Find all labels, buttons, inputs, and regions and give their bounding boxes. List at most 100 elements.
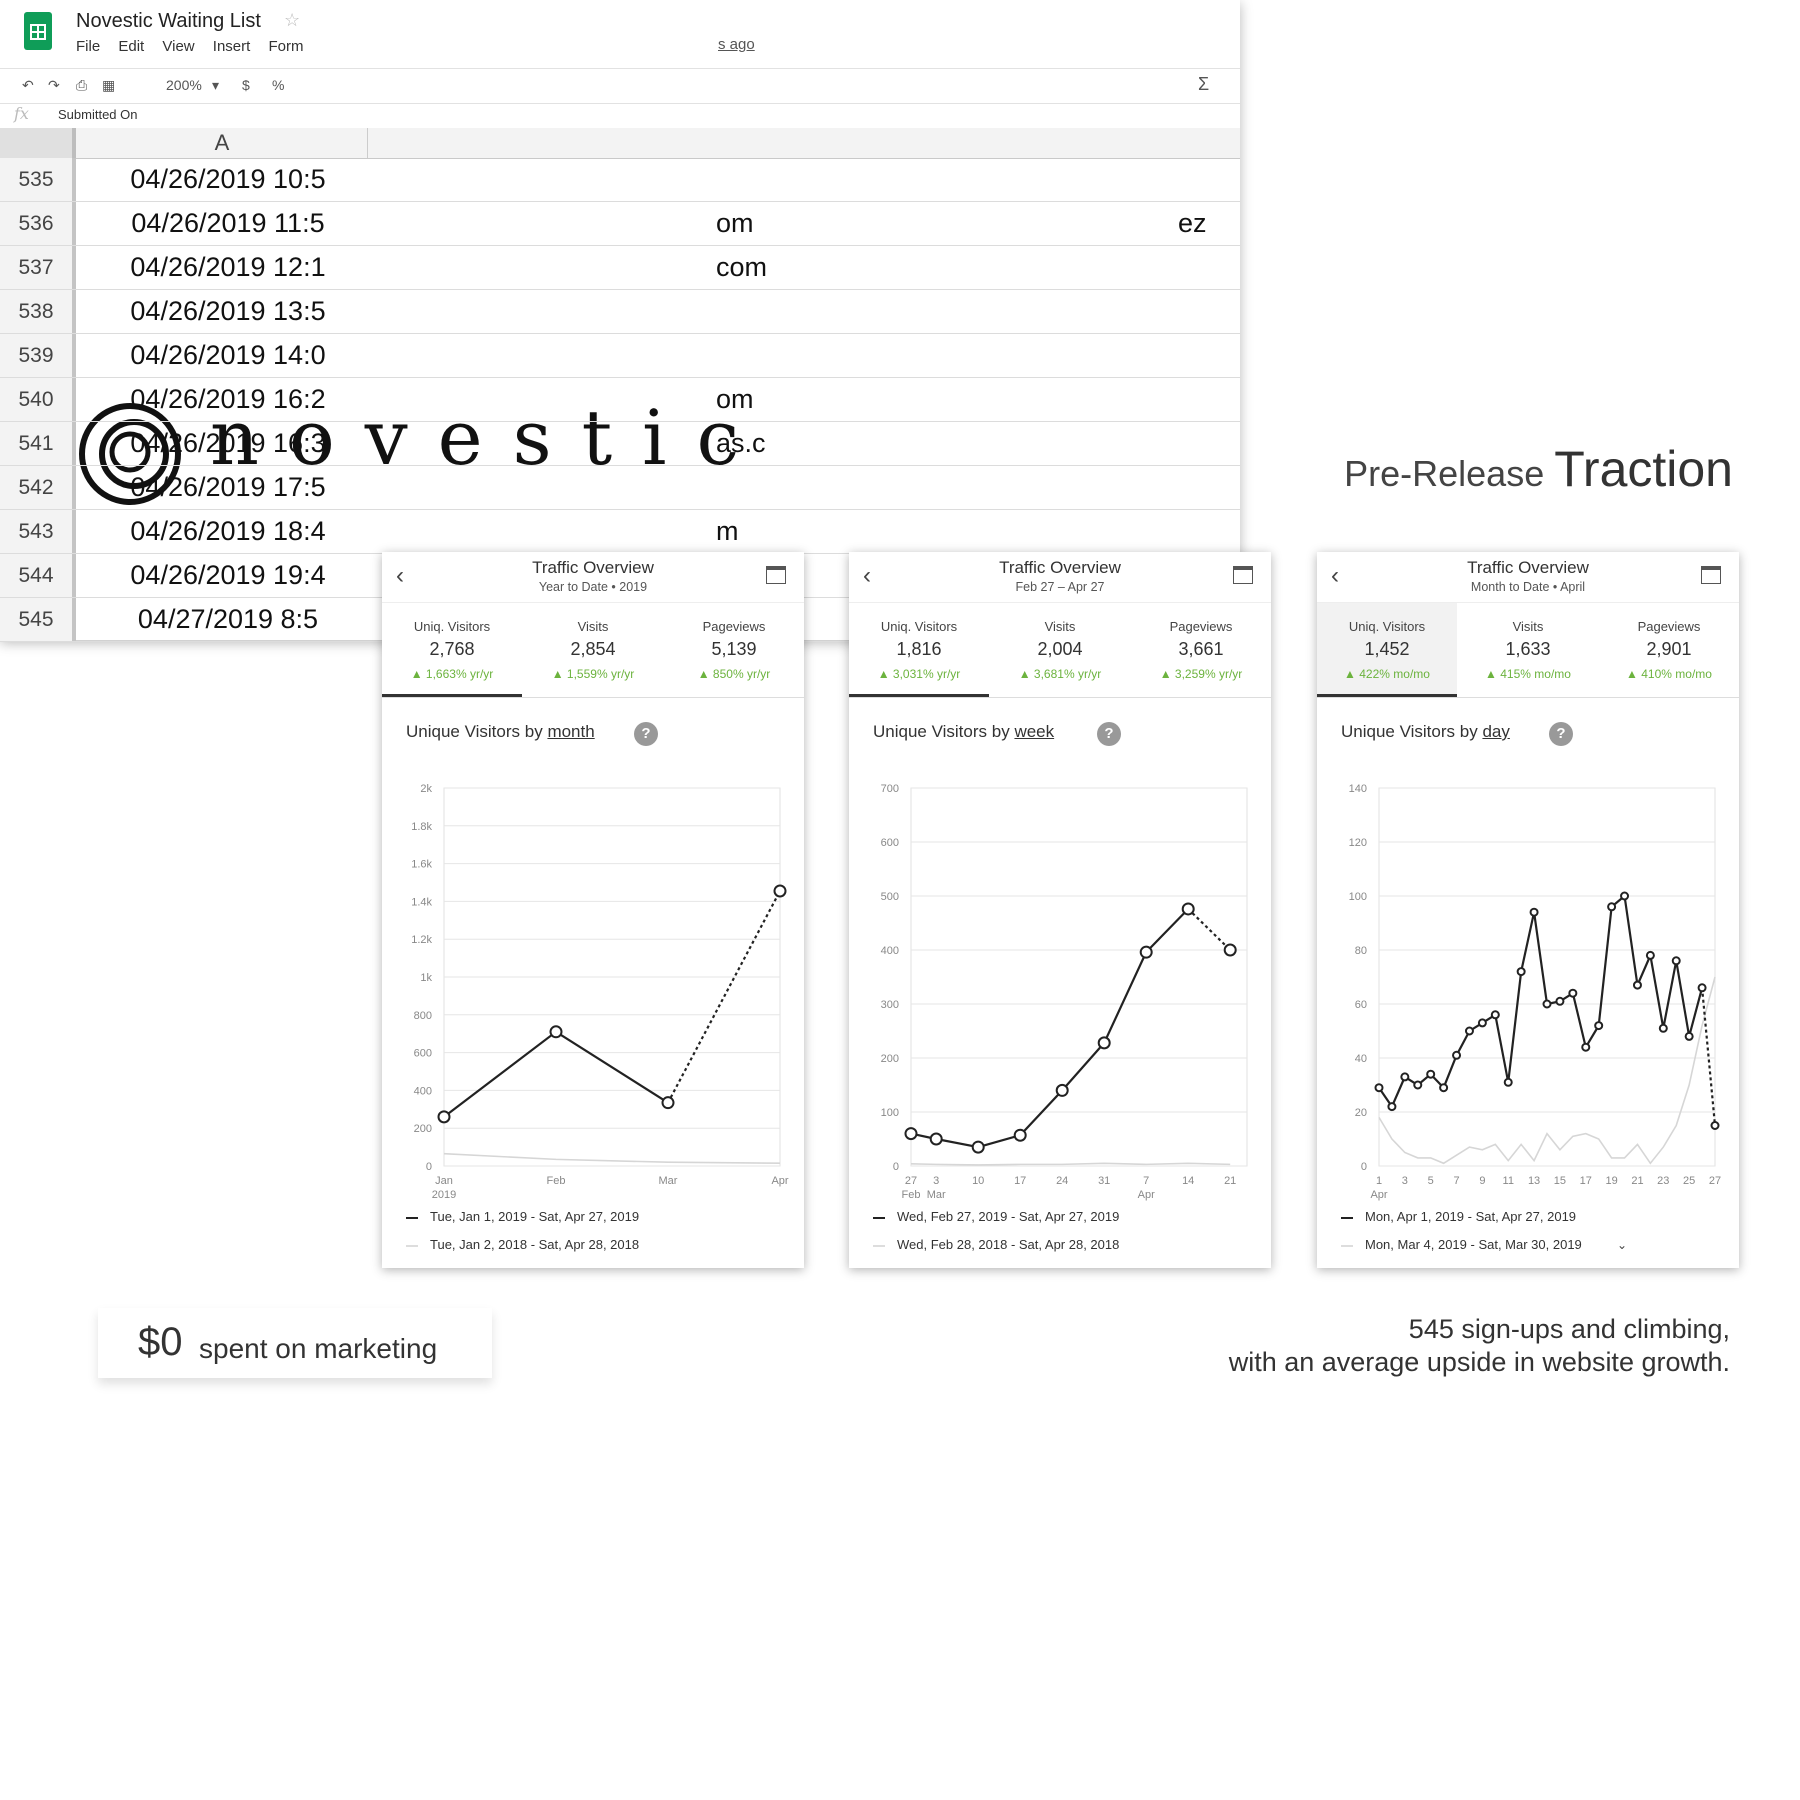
cell-name[interactable] [1178, 422, 1238, 465]
cell-email[interactable] [716, 290, 856, 333]
cell-submitted-on[interactable]: 04/26/2019 12:1 [130, 252, 326, 282]
table-row[interactable]: 542 04/26/2019 17:5 [0, 466, 1240, 510]
menu-edit[interactable]: Edit [118, 38, 145, 55]
table-row[interactable]: 539 04/26/2019 14:0 [0, 334, 1240, 378]
cell-submitted-on[interactable]: 04/26/2019 16:3 [130, 428, 326, 458]
cell-submitted-on[interactable]: 04/26/2019 11:5 [131, 208, 325, 238]
y-tick-label: 200 [881, 1053, 899, 1065]
legend-item-previous[interactable]: Wed, Feb 28, 2018 - Sat, Apr 28, 2018 [873, 1237, 1119, 1252]
chevron-down-icon[interactable]: ⌄ [1617, 1238, 1628, 1252]
help-icon[interactable]: ? [1097, 722, 1121, 746]
help-icon[interactable]: ? [1549, 722, 1573, 746]
column-header-a[interactable]: A [77, 128, 368, 158]
help-icon[interactable]: ? [634, 722, 658, 746]
undo-icon[interactable]: ↶ [22, 77, 34, 93]
legend-item-current[interactable]: Mon, Apr 1, 2019 - Sat, Apr 27, 2019 [1341, 1209, 1576, 1224]
chart-period-link[interactable]: week [1014, 722, 1055, 741]
cell-submitted-on[interactable]: 04/26/2019 16:2 [130, 384, 326, 414]
row-number[interactable]: 536 [0, 202, 76, 245]
cell-name[interactable] [1178, 158, 1238, 201]
last-edit-link[interactable]: s ago [718, 36, 755, 53]
legend-item-previous[interactable]: Mon, Mar 4, 2019 - Sat, Mar 30, 2019 [1341, 1237, 1582, 1252]
redo-icon[interactable]: ↷ [48, 77, 60, 93]
legend-item-current[interactable]: Wed, Feb 27, 2019 - Sat, Apr 27, 2019 [873, 1209, 1119, 1224]
stat-tab-visits[interactable]: Visits 1,633 ▲ 415% mo/mo [1458, 603, 1598, 697]
back-icon[interactable]: ‹ [863, 562, 871, 589]
cell-email[interactable]: com [716, 252, 768, 282]
back-icon[interactable]: ‹ [396, 562, 404, 589]
row-number[interactable]: 541 [0, 422, 76, 465]
paint-format-icon[interactable]: ▦ [102, 77, 116, 93]
menu-format[interactable]: Form [268, 38, 304, 55]
zoom-select[interactable]: 200% [166, 77, 202, 93]
star-icon[interactable]: ☆ [284, 10, 301, 30]
table-row[interactable]: 535 04/26/2019 10:5 [0, 158, 1240, 202]
cell-email[interactable]: as.c [716, 428, 766, 458]
cell-submitted-on[interactable]: 04/26/2019 17:5 [130, 472, 326, 502]
row-number[interactable]: 540 [0, 378, 76, 421]
menu-insert[interactable]: Insert [212, 38, 251, 55]
legend-item-current[interactable]: Tue, Jan 1, 2019 - Sat, Apr 27, 2019 [406, 1209, 639, 1224]
row-number[interactable]: 538 [0, 290, 76, 333]
table-row[interactable]: 540 04/26/2019 16:2 om [0, 378, 1240, 422]
sheet-title[interactable]: Novestic Waiting List [76, 10, 261, 32]
percent-button[interactable]: % [272, 77, 285, 93]
chevron-down-icon[interactable]: ▾ [212, 77, 220, 93]
table-row[interactable]: 541 04/26/2019 16:3 as.c [0, 422, 1240, 466]
table-row[interactable]: 538 04/26/2019 13:5 [0, 290, 1240, 334]
y-tick-label: 200 [414, 1123, 432, 1135]
cell-name[interactable] [1178, 466, 1238, 509]
cell-name[interactable]: ez [1178, 208, 1207, 238]
cell-name[interactable] [1178, 378, 1238, 421]
cell-email[interactable] [716, 158, 856, 201]
calendar-icon[interactable] [766, 566, 786, 584]
chart-period-link[interactable]: month [547, 722, 595, 741]
stat-tab-uniq-visitors[interactable]: Uniq. Visitors 2,768 ▲ 1,663% yr/yr [382, 603, 522, 697]
cell-name[interactable] [1178, 334, 1238, 377]
table-row[interactable]: 543 04/26/2019 18:4 m [0, 510, 1240, 554]
row-number[interactable]: 543 [0, 510, 76, 553]
table-row[interactable]: 537 04/26/2019 12:1 com [0, 246, 1240, 290]
cell-submitted-on[interactable]: 04/26/2019 19:4 [130, 560, 326, 590]
currency-button[interactable]: $ [242, 77, 250, 93]
calendar-icon[interactable] [1233, 566, 1253, 584]
legend-item-previous[interactable]: Tue, Jan 2, 2018 - Sat, Apr 28, 2018 [406, 1237, 639, 1252]
cell-email[interactable]: om [716, 208, 754, 238]
menu-file[interactable]: File [76, 38, 101, 55]
row-number[interactable]: 535 [0, 158, 76, 201]
calendar-icon[interactable] [1701, 566, 1721, 584]
cell-email[interactable]: m [716, 516, 739, 546]
stat-tab-pageviews[interactable]: Pageviews 2,901 ▲ 410% mo/mo [1599, 603, 1739, 697]
back-icon[interactable]: ‹ [1331, 562, 1339, 589]
select-all-corner[interactable] [0, 128, 76, 158]
cell-email[interactable] [716, 466, 856, 509]
row-number[interactable]: 539 [0, 334, 76, 377]
stat-tab-uniq-visitors[interactable]: Uniq. Visitors 1,816 ▲ 3,031% yr/yr [849, 603, 989, 697]
row-number[interactable]: 545 [0, 598, 76, 641]
formula-bar[interactable]: fx Submitted On [0, 102, 1240, 129]
cell-name[interactable] [1178, 290, 1238, 333]
stat-tab-visits[interactable]: Visits 2,854 ▲ 1,559% yr/yr [523, 603, 663, 697]
cell-name[interactable] [1178, 246, 1238, 289]
cell-email[interactable] [716, 334, 856, 377]
print-icon[interactable]: ⎙ [76, 77, 88, 93]
stat-tab-visits[interactable]: Visits 2,004 ▲ 3,681% yr/yr [990, 603, 1130, 697]
stat-tab-pageviews[interactable]: Pageviews 3,661 ▲ 3,259% yr/yr [1131, 603, 1271, 697]
stat-tab-pageviews[interactable]: Pageviews 5,139 ▲ 850% yr/yr [664, 603, 804, 697]
google-sheets-icon[interactable] [24, 12, 52, 50]
cell-submitted-on[interactable]: 04/26/2019 14:0 [130, 340, 326, 370]
sigma-icon[interactable]: Σ [1198, 74, 1210, 94]
row-number[interactable]: 544 [0, 554, 76, 597]
chart-period-link[interactable]: day [1482, 722, 1510, 741]
stat-tab-uniq-visitors[interactable]: Uniq. Visitors 1,452 ▲ 422% mo/mo [1317, 603, 1457, 697]
row-number[interactable]: 542 [0, 466, 76, 509]
table-row[interactable]: 536 04/26/2019 11:5 om ez [0, 202, 1240, 246]
cell-submitted-on[interactable]: 04/26/2019 13:5 [130, 296, 326, 326]
cell-submitted-on[interactable]: 04/26/2019 18:4 [130, 516, 326, 546]
menu-view[interactable]: View [162, 38, 195, 55]
cell-name[interactable] [1178, 510, 1238, 553]
cell-submitted-on[interactable]: 04/26/2019 10:5 [130, 164, 326, 194]
cell-submitted-on[interactable]: 04/27/2019 8:5 [137, 604, 319, 634]
row-number[interactable]: 537 [0, 246, 76, 289]
cell-email[interactable]: om [716, 384, 754, 414]
